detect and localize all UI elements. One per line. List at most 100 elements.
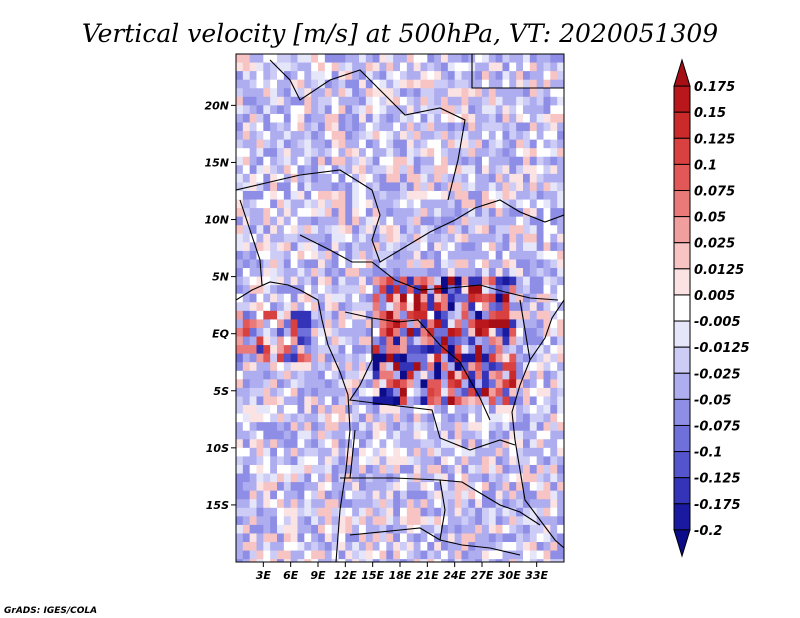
- heatmap-cell: [311, 473, 319, 483]
- heatmap-cell: [550, 122, 558, 132]
- heatmap-cell: [543, 507, 551, 517]
- heatmap-cell: [345, 524, 353, 534]
- heatmap-cell: [352, 387, 360, 397]
- heatmap-cell: [536, 285, 544, 295]
- heatmap-cell: [290, 88, 298, 98]
- heatmap-cell: [447, 148, 456, 158]
- heatmap-cell: [461, 259, 469, 269]
- heatmap-cell: [420, 464, 428, 474]
- heatmap-cell: [263, 173, 271, 183]
- heatmap-cell: [359, 199, 367, 209]
- heatmap-cell: [256, 165, 264, 175]
- heatmap-cell: [249, 413, 257, 423]
- heatmap-cell: [324, 353, 333, 363]
- heatmap-cell: [263, 259, 271, 269]
- heatmap-cell: [509, 276, 517, 286]
- heatmap-cell: [488, 396, 497, 406]
- heatmap-cell: [331, 405, 339, 414]
- heatmap-cell: [536, 319, 544, 329]
- heatmap-cell: [386, 370, 394, 380]
- heatmap-cell: [352, 242, 360, 252]
- border-east-1: [519, 299, 531, 361]
- heatmap-cell: [557, 250, 564, 260]
- heatmap-cell: [249, 268, 257, 277]
- heatmap-cell: [420, 54, 428, 63]
- heatmap-cell: [475, 54, 483, 63]
- heatmap-cell: [434, 199, 442, 209]
- heatmap-cell: [427, 353, 435, 363]
- heatmap-cell: [379, 268, 387, 277]
- heatmap-cell: [345, 113, 353, 123]
- heatmap-cell: [413, 379, 421, 389]
- heatmap-cell: [372, 499, 380, 509]
- colorbar-label: -0.175: [694, 498, 741, 513]
- heatmap-cell: [495, 216, 503, 226]
- heatmap-cell: [516, 524, 524, 534]
- heatmap-cell: [318, 62, 326, 72]
- heatmap-cell: [420, 379, 428, 389]
- heatmap-cell: [324, 387, 333, 397]
- heatmap-cell: [529, 242, 538, 252]
- heatmap-cell: [338, 439, 346, 449]
- heatmap-cell: [441, 482, 449, 492]
- heatmap-cell: [550, 293, 558, 303]
- heatmap-cell: [270, 327, 278, 337]
- heatmap-cell: [331, 490, 339, 500]
- heatmap-cell: [393, 550, 401, 560]
- heatmap-cell: [242, 71, 251, 81]
- heatmap-cell: [290, 62, 298, 72]
- heatmap-cell: [447, 54, 456, 63]
- heatmap-cell: [447, 131, 456, 141]
- heatmap-cell: [290, 293, 298, 303]
- heatmap-cell: [263, 456, 271, 466]
- heatmap-cell: [400, 302, 408, 312]
- heatmap-cell: [434, 285, 442, 295]
- heatmap-cell: [495, 79, 503, 89]
- heatmap-cell: [413, 559, 421, 562]
- heatmap-cell: [406, 182, 415, 192]
- heatmap-cell: [249, 105, 257, 115]
- heatmap-cell: [290, 148, 298, 158]
- heatmap-cell: [290, 173, 298, 183]
- heatmap-cell: [304, 276, 312, 286]
- heatmap-cell: [331, 276, 339, 286]
- heatmap-cell: [413, 516, 421, 526]
- heatmap-cell: [359, 405, 367, 414]
- heatmap-cell: [516, 336, 524, 346]
- heatmap-cell: [447, 310, 456, 320]
- heatmap-cell: [406, 96, 415, 106]
- heatmap-cell: [502, 225, 510, 235]
- heatmap-cell: [283, 396, 292, 406]
- heatmap-cell: [277, 54, 285, 63]
- heatmap-cell: [304, 113, 312, 123]
- heatmap-cell: [523, 396, 531, 406]
- heatmap-cell: [270, 439, 278, 449]
- heatmap-cell: [331, 387, 339, 397]
- heatmap-cell: [277, 327, 285, 337]
- heatmap-cell: [359, 293, 367, 303]
- heatmap-cell: [516, 122, 524, 132]
- heatmap-cell: [304, 516, 312, 526]
- heatmap-cell: [529, 233, 538, 243]
- heatmap-cell: [509, 550, 517, 560]
- heatmap-cell: [256, 456, 264, 466]
- heatmap-cell: [324, 54, 333, 63]
- heatmap-cell: [516, 293, 524, 303]
- heatmap-cell: [304, 422, 312, 432]
- heatmap-cell: [413, 447, 421, 457]
- heatmap-cell: [242, 165, 251, 175]
- heatmap-cell: [482, 345, 490, 355]
- heatmap-cell: [311, 173, 319, 183]
- heatmap-cell: [550, 182, 558, 192]
- heatmap-cell: [488, 62, 497, 72]
- heatmap-cell: [338, 293, 346, 303]
- heatmap-cell: [365, 353, 374, 363]
- heatmap-cell: [379, 122, 387, 132]
- heatmap-cell: [502, 310, 510, 320]
- y-tick-label: 5N: [212, 271, 229, 284]
- heatmap-cell: [249, 464, 257, 474]
- heatmap-cell: [509, 208, 517, 218]
- heatmap-cell: [318, 216, 326, 226]
- heatmap-cell: [386, 482, 394, 492]
- heatmap-cell: [352, 165, 360, 175]
